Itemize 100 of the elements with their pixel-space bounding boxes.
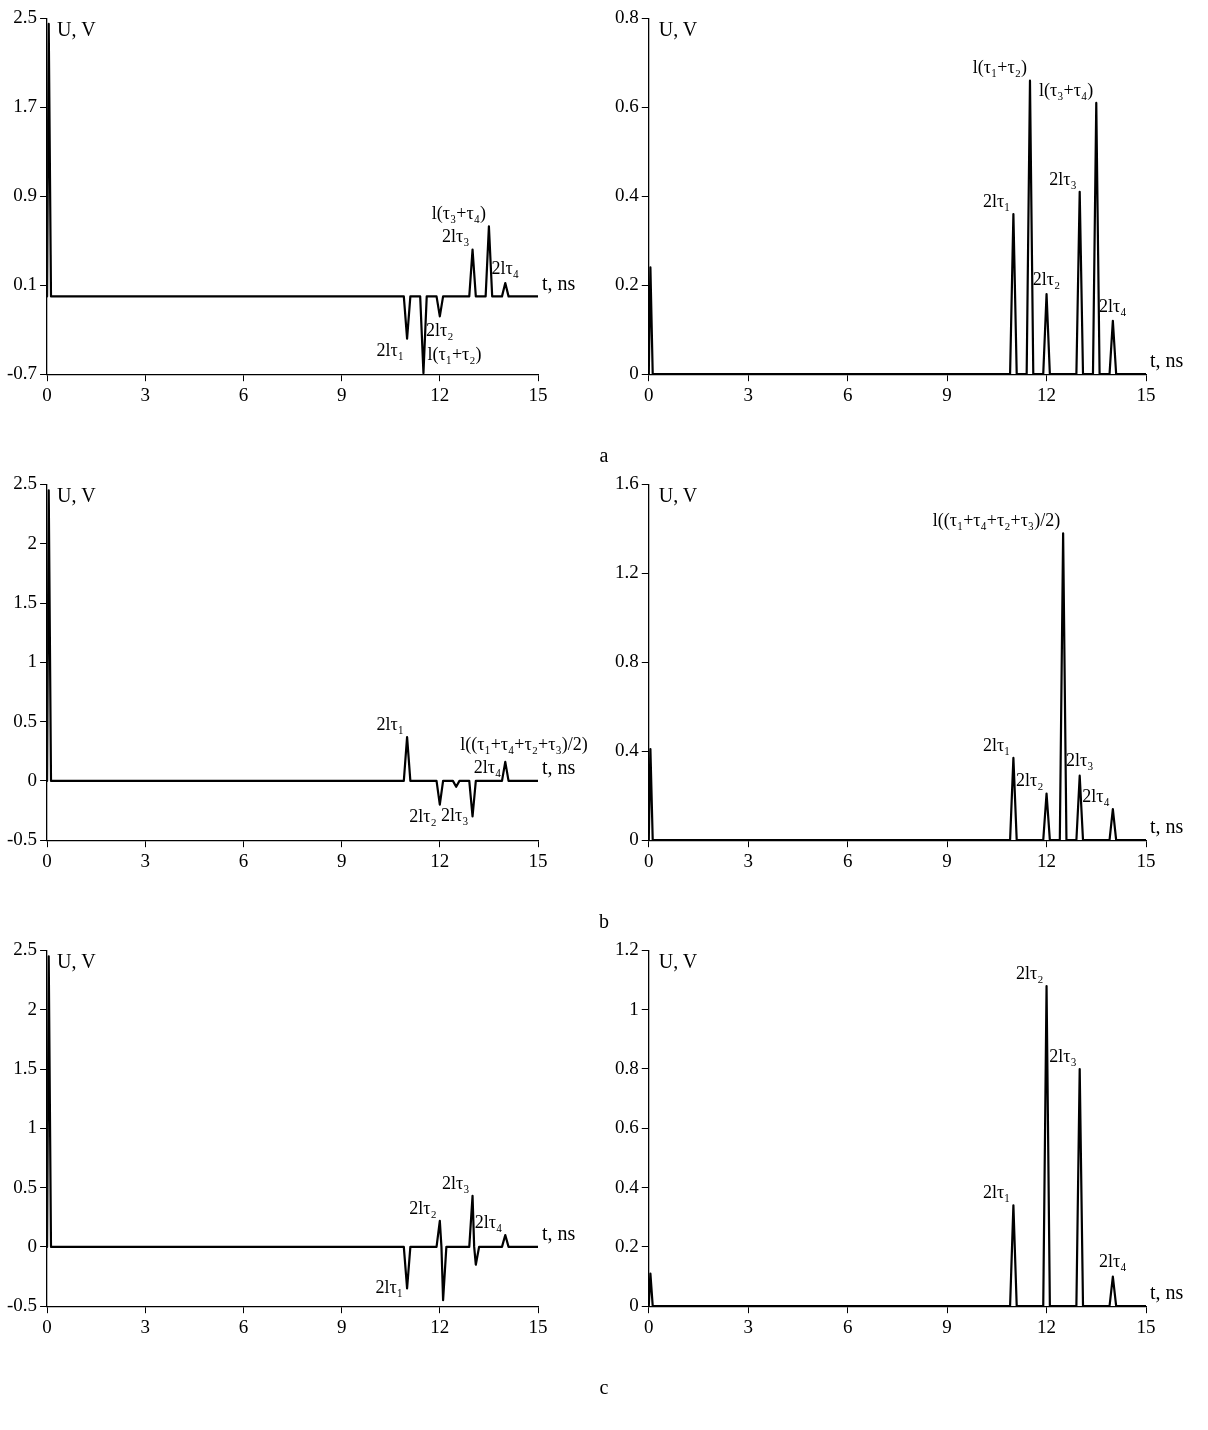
y-tick-label: 1.7	[13, 95, 38, 117]
annotation: 2lτ₂	[426, 320, 454, 341]
annotation: 2lτ₃	[1049, 168, 1077, 189]
annotation: 2lτ₂	[409, 806, 437, 827]
annotation: 2lτ₃	[1049, 1045, 1077, 1066]
text: c	[599, 1376, 609, 1398]
x-tick-label: 9	[942, 1315, 952, 1337]
y-tick-label: 1.2	[615, 561, 639, 583]
y-tick-label: 0.4	[615, 184, 640, 206]
y-axis-title: U, V	[658, 483, 698, 506]
y-tick-label: 0.6	[615, 1116, 639, 1138]
x-tick-label: 0	[42, 1315, 52, 1337]
x-tick-label: 6	[842, 383, 853, 405]
annotation: 2lτ₁	[982, 1182, 1011, 1203]
x-tick-label: 15	[528, 1315, 548, 1337]
x-tick-label: 15	[528, 383, 548, 405]
annotation: 2lτ₄	[1099, 1251, 1127, 1272]
x-tick-label: 3	[743, 849, 753, 871]
x-tick-label: 6	[238, 849, 249, 871]
y-tick-label: 0.8	[615, 1056, 639, 1078]
annotation: l(τ₁+τ₂)	[427, 343, 482, 365]
annotation: 2lτ₂	[1016, 962, 1044, 983]
x-tick-label: 6	[238, 383, 249, 405]
x-tick-label: 3	[140, 383, 151, 405]
x-tick-label: 3	[743, 383, 753, 405]
y-tick-label: 1.5	[13, 1056, 38, 1078]
y-tick-label: 1	[629, 997, 639, 1019]
x-tick-label: 0	[42, 849, 52, 871]
x-tick-label: 15	[1136, 1315, 1156, 1337]
x-tick-label: 12	[1037, 849, 1057, 871]
x-axis-title: t, ns	[1150, 1281, 1184, 1304]
y-tick-label: 0.8	[615, 6, 639, 28]
x-tick-label: 9	[336, 1315, 347, 1337]
text: a	[599, 444, 609, 466]
annotation: l((τ₁+τ₄+τ₂+τ₃)/2)	[932, 510, 1061, 532]
x-tick-label: 12	[1037, 1315, 1057, 1337]
x-tick-label: 12	[430, 849, 450, 871]
y-tick-label: 0.2	[615, 1234, 639, 1256]
y-axis-title: U, V	[658, 949, 698, 972]
y-tick-label: 1.6	[615, 472, 639, 494]
x-tick-label: 12	[430, 383, 450, 405]
annotation: 2lτ₃	[441, 805, 469, 826]
y-tick-label: 0	[629, 828, 639, 850]
y-tick-label: -0.5	[7, 828, 38, 850]
x-tick-label: 0	[644, 383, 654, 405]
x-tick-label: 3	[140, 849, 151, 871]
x-tick-label: 0	[644, 849, 654, 871]
y-tick-label: 0.4	[615, 1175, 640, 1197]
y-tick-label: 0.5	[13, 1175, 38, 1197]
x-tick-label: 3	[743, 1315, 753, 1337]
x-axis-title: t, ns	[542, 271, 576, 294]
y-tick-label: 0	[27, 768, 38, 790]
x-axis-title: t, ns	[1150, 815, 1184, 838]
x-tick-label: 12	[430, 1315, 450, 1337]
annotation: 2lτ₁	[376, 713, 405, 734]
y-tick-label: 0	[27, 1234, 38, 1256]
y-tick-label: 2.5	[13, 938, 38, 960]
annotation: 2lτ₄	[491, 257, 520, 278]
x-tick-label: 3	[140, 1315, 151, 1337]
y-tick-label: 0.4	[615, 739, 640, 761]
annotation: 2lτ₂	[1032, 268, 1061, 289]
y-tick-label: 1	[27, 650, 38, 672]
text: b	[599, 910, 609, 932]
x-tick-label: 0	[42, 383, 52, 405]
x-tick-label: 15	[528, 849, 548, 871]
y-axis-title: U, V	[57, 17, 97, 40]
y-tick-label: 2	[27, 997, 38, 1019]
x-tick-label: 9	[942, 383, 952, 405]
annotation: 2lτ₂	[409, 1197, 437, 1218]
y-tick-label: 0.1	[13, 273, 38, 295]
x-tick-label: 12	[1037, 383, 1057, 405]
annotation: 2lτ₁	[982, 190, 1011, 211]
annotation: 2lτ₃	[442, 1172, 470, 1193]
x-tick-label: 6	[238, 1315, 249, 1337]
y-axis-title: U, V	[57, 483, 97, 506]
y-tick-label: -0.5	[7, 1294, 38, 1316]
y-tick-label: 2.5	[13, 472, 38, 494]
y-tick-label: 1.2	[615, 938, 639, 960]
x-axis-title: t, ns	[542, 1222, 576, 1245]
y-tick-label: 0.8	[615, 650, 639, 672]
y-tick-label: -0.7	[7, 362, 38, 384]
annotation: 2lτ₄	[473, 756, 502, 777]
y-axis-title: U, V	[658, 17, 698, 40]
annotation: l((τ₁+τ₄+τ₂+τ₃)/2)	[460, 733, 588, 755]
x-tick-label: 6	[842, 849, 853, 871]
annotation: l(τ₃+τ₄)	[1039, 79, 1094, 101]
y-tick-label: 1	[27, 1116, 38, 1138]
annotation: l(τ₁+τ₂)	[972, 57, 1027, 79]
y-tick-label: 0	[629, 1294, 639, 1316]
annotation: 2lτ₂	[1016, 770, 1044, 791]
y-axis-title: U, V	[57, 949, 97, 972]
y-tick-label: 2.5	[13, 6, 38, 28]
x-tick-label: 6	[842, 1315, 853, 1337]
annotation: 2lτ₁	[375, 1277, 404, 1298]
y-tick-label: 1.5	[13, 590, 38, 612]
y-tick-label: 0.2	[615, 273, 639, 295]
annotation: l(τ₃+τ₄)	[431, 203, 486, 225]
x-axis-title: t, ns	[542, 756, 576, 779]
y-tick-label: 0.9	[13, 184, 38, 206]
y-tick-label: 0	[629, 362, 639, 384]
